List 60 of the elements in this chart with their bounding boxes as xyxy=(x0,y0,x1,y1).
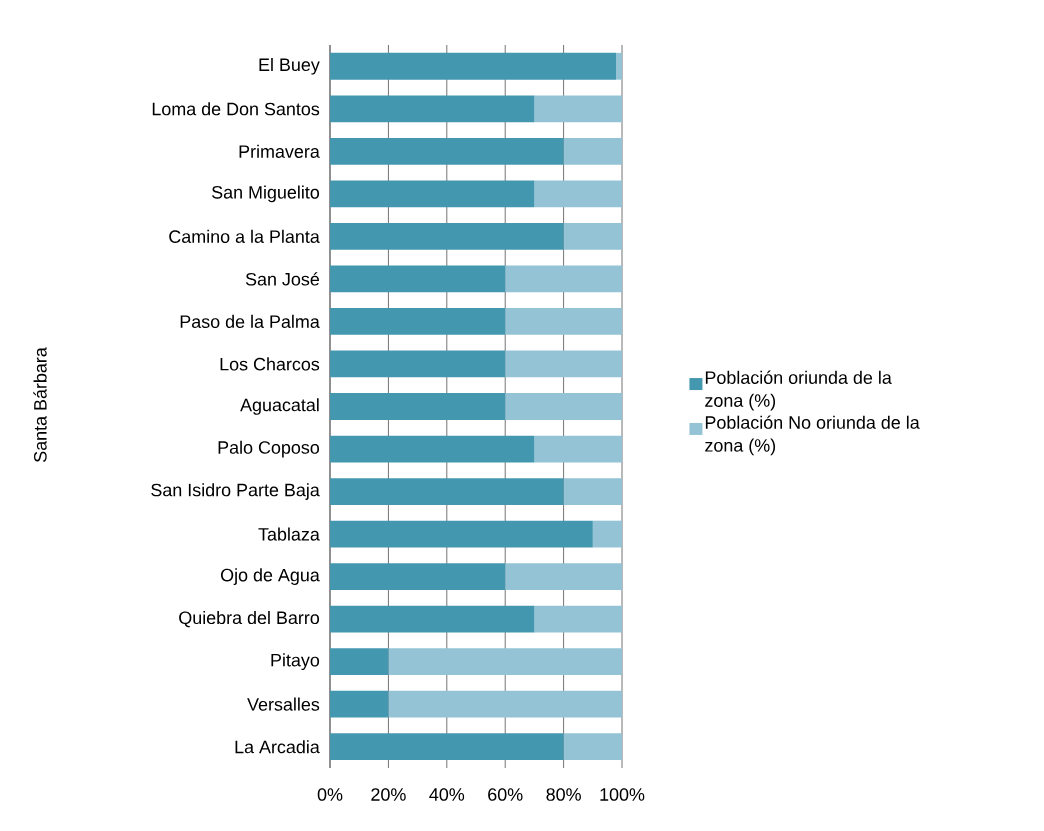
x-tick-label: 100% xyxy=(600,788,645,801)
y-tick-label: Quiebra del Barro xyxy=(179,610,320,628)
bar xyxy=(330,308,506,335)
bar xyxy=(330,393,506,420)
bar xyxy=(330,733,564,761)
x-tick-label: 20% xyxy=(371,788,406,801)
bar xyxy=(330,137,564,165)
y-tick-label: Aguacatal xyxy=(240,398,319,415)
bar xyxy=(330,605,535,633)
bar xyxy=(534,95,623,123)
bar xyxy=(592,520,623,548)
bar xyxy=(563,222,623,250)
bar xyxy=(388,648,623,676)
y-tick-label: Camino a la Planta xyxy=(169,229,320,243)
y-tick-label: Ojo de Agua xyxy=(220,568,320,585)
y-tick-label: Tablaza xyxy=(258,527,320,541)
y-tick-label: La Arcadia xyxy=(235,740,320,754)
x-tick-label: 0% xyxy=(317,788,343,801)
y-tick-label: Pitayo xyxy=(271,653,320,671)
bar xyxy=(330,222,564,250)
bar xyxy=(330,435,535,463)
bar xyxy=(534,435,623,463)
bar xyxy=(330,520,593,548)
legend-label: Población No oriunda de la zona (%) xyxy=(705,415,920,456)
bar xyxy=(505,265,623,293)
bar xyxy=(505,350,623,378)
bar xyxy=(330,350,506,378)
y-tick-label: El Buey xyxy=(259,57,320,75)
x-tick-label: 80% xyxy=(546,788,581,801)
bar xyxy=(388,690,623,718)
bar xyxy=(330,180,535,208)
y-tick-label: San José xyxy=(245,272,320,286)
bar xyxy=(330,563,506,591)
bar xyxy=(563,733,623,761)
y-tick-label: Paso de la Palma xyxy=(180,314,320,329)
bar xyxy=(563,137,623,165)
bar xyxy=(330,52,617,80)
x-tick-label: 40% xyxy=(429,788,465,801)
bar xyxy=(505,393,623,420)
bar xyxy=(505,563,623,591)
y-tick-label: Loma de Don Santos xyxy=(152,102,320,116)
bar xyxy=(505,308,623,335)
y-tick-label: San Miguelito xyxy=(211,185,320,203)
bar xyxy=(534,180,623,208)
bar xyxy=(330,648,389,676)
x-tick-label: 60% xyxy=(488,788,523,801)
y-tick-label: Los Charcos xyxy=(220,357,320,371)
bar xyxy=(330,478,564,505)
bar xyxy=(330,95,535,123)
bar xyxy=(616,52,623,80)
y-tick-label: Versalles xyxy=(247,697,320,711)
text: Santa Bárbara xyxy=(33,347,47,462)
bar xyxy=(563,478,623,505)
y-tick-label: Palo Coposo xyxy=(218,440,320,458)
bar xyxy=(534,605,623,633)
y-tick-label: San Isidro Parte Baja xyxy=(151,483,320,500)
bar xyxy=(330,265,506,293)
legend-label: Población oriunda de la zona (%) xyxy=(705,370,892,411)
bar xyxy=(330,690,389,718)
y-tick-label: Primavera xyxy=(239,144,320,158)
